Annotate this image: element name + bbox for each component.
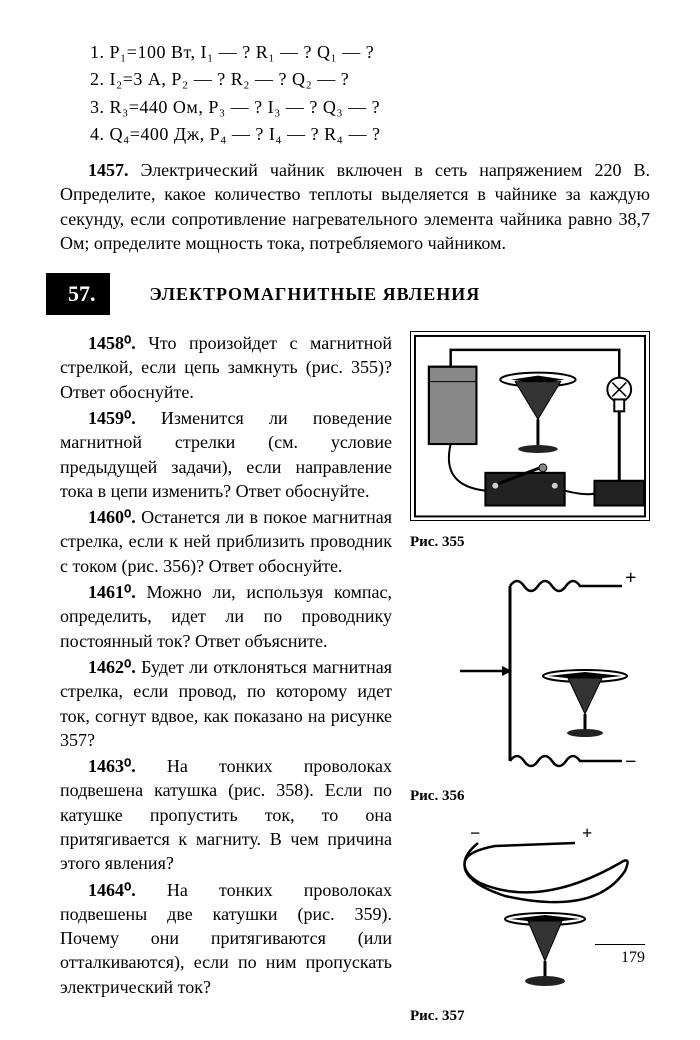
- problem-number: 1457.: [88, 160, 129, 180]
- figure-caption: Рис. 356: [410, 786, 650, 806]
- figure-355-svg: [410, 331, 650, 521]
- problem-number: 1464⁰.: [88, 880, 136, 900]
- problem-1459: 1459⁰. Изменится ли поведение магнитной …: [60, 406, 392, 503]
- problem-number: 1458⁰.: [88, 333, 136, 353]
- equation-list: 1. P₁=100 Вт, I₁ — ? R₁ — ? Q₁ — ? 2. I₂…: [90, 40, 650, 146]
- figure-356: + − Рис. 356: [410, 566, 650, 807]
- figure-356-svg: + −: [410, 566, 650, 776]
- problem-1463: 1463⁰. На тонких проволоках подвешена ка…: [60, 754, 392, 875]
- figure-caption: Рис. 357: [410, 1006, 650, 1026]
- svg-text:+: +: [582, 823, 592, 843]
- eq-line-3: 3. R₃=440 Ом, P₃ — ? I₃ — ? Q₃ — ?: [90, 95, 650, 119]
- eq-line-4: 4. Q₄=400 Дж, P₄ — ? I₄ — ? R₄ — ?: [90, 122, 650, 146]
- eq-line-2: 2. I₂=3 А, P₂ — ? R₂ — ? Q₂ — ?: [90, 67, 650, 91]
- section-title: ЭЛЕКТРОМАГНИТНЫЕ ЯВЛЕНИЯ: [150, 282, 481, 306]
- section-number: 57.: [60, 273, 110, 315]
- problem-1458: 1458⁰. Что произойдет с магнитной стрелк…: [60, 331, 392, 404]
- problem-number: 1460⁰.: [88, 507, 136, 527]
- figure-355: Рис. 355: [410, 331, 650, 552]
- section-header: 57. ЭЛЕКТРОМАГНИТНЫЕ ЯВЛЕНИЯ: [60, 273, 650, 315]
- figure-column: Рис. 355 + − Рис.: [410, 331, 650, 1040]
- svg-text:+: +: [625, 567, 636, 589]
- svg-text:−: −: [625, 751, 636, 773]
- eq-line-1: 1. P₁=100 Вт, I₁ — ? R₁ — ? Q₁ — ?: [90, 40, 650, 64]
- problem-number: 1462⁰.: [88, 657, 136, 677]
- problem-number: 1463⁰.: [88, 756, 136, 776]
- svg-text:−: −: [470, 823, 480, 843]
- problem-1461: 1461⁰. Можно ли, используя компас, опред…: [60, 580, 392, 653]
- problem-1462: 1462⁰. Будет ли отклоняться магнитная ст…: [60, 655, 392, 752]
- figure-357: − + Рис. 357: [410, 821, 650, 1027]
- problem-text: Электрический чайник включен в сеть напр…: [60, 160, 650, 253]
- figure-357-svg: − +: [410, 821, 650, 996]
- problem-1464: 1464⁰. На тонких проволоках подвешены дв…: [60, 878, 392, 999]
- text-column: 1458⁰. Что произойдет с магнитной стрелк…: [60, 331, 392, 1040]
- problem-number: 1459⁰.: [88, 408, 136, 428]
- figure-caption: Рис. 355: [410, 532, 650, 552]
- problem-1457: 1457. Электрический чайник включен в сет…: [60, 158, 650, 255]
- page-number: 179: [595, 944, 645, 969]
- problem-1460: 1460⁰. Останется ли в покое магнитная ст…: [60, 505, 392, 578]
- problem-number: 1461⁰.: [88, 582, 136, 602]
